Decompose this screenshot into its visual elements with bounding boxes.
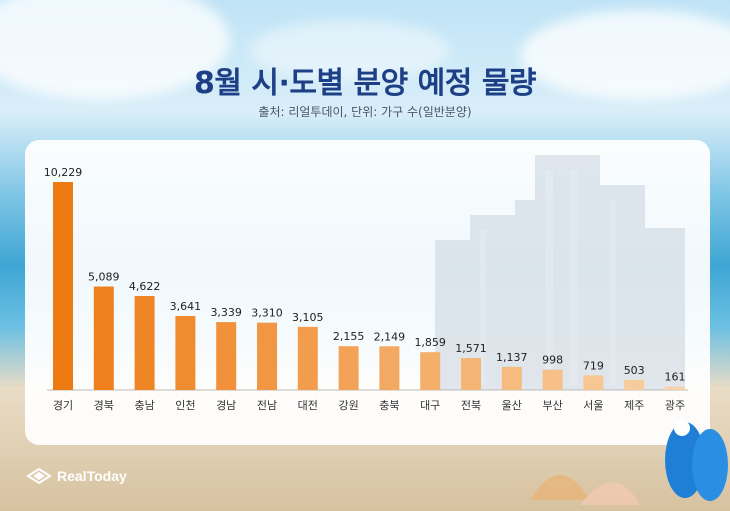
logo-icon	[26, 467, 52, 485]
buildings-illustration	[435, 155, 685, 390]
data-label-11: 1,137	[496, 351, 528, 364]
data-label-9: 1,859	[414, 336, 446, 349]
bar-2	[134, 296, 155, 390]
category-label-11: 울산	[502, 399, 522, 412]
bar-9	[420, 352, 441, 390]
category-label-1: 경북	[94, 399, 114, 412]
chart-subtitle: 출처: 리얼투데이, 단위: 가구 수(일반분양)	[258, 105, 472, 119]
bar-14	[624, 379, 645, 390]
category-label-3: 인천	[175, 398, 195, 412]
data-label-6: 3,105	[292, 311, 324, 324]
bar-5	[257, 322, 277, 390]
data-label-15: 161	[665, 371, 686, 384]
data-label-12: 998	[542, 354, 563, 367]
data-label-2: 4,622	[129, 280, 161, 293]
bar-3	[175, 315, 196, 390]
data-label-1: 5,089	[88, 271, 120, 284]
bar-13	[583, 375, 604, 390]
category-label-0: 경기	[53, 399, 73, 412]
bar-8	[379, 346, 400, 390]
data-label-7: 2,155	[333, 330, 365, 343]
category-label-5: 전남	[257, 399, 277, 412]
data-label-14: 503	[624, 364, 645, 377]
bar-12	[542, 369, 563, 390]
data-label-10: 1,571	[455, 342, 487, 355]
category-label-10: 전북	[461, 399, 481, 412]
data-label-3: 3,641	[170, 300, 202, 313]
bar-chart: 10,229 경기 5,089 경북 4,622 충남 3,641 인천 3,339 경남 3,31…	[44, 166, 688, 412]
data-label-13: 719	[583, 359, 604, 372]
bar-15	[665, 386, 685, 390]
category-label-15: 광주	[665, 399, 685, 412]
category-label-14: 제주	[624, 399, 644, 412]
bar-7	[338, 346, 359, 390]
cloud-decoration	[250, 20, 450, 80]
bar-4	[216, 322, 237, 390]
data-label-5: 3,310	[251, 307, 283, 320]
category-label-6: 대전	[298, 399, 318, 412]
logo-text: RealToday	[57, 468, 127, 484]
category-label-2: 충남	[134, 399, 154, 412]
category-label-12: 부산	[542, 399, 562, 412]
data-label-4: 3,339	[210, 306, 242, 319]
category-label-4: 경남	[216, 399, 236, 412]
beach-decoration	[530, 420, 728, 505]
bar-11	[501, 366, 522, 390]
bar-10	[461, 358, 481, 390]
bar-0	[53, 182, 73, 390]
chart-title: 8월 시·도별 분양 예정 물량	[193, 66, 537, 101]
cloud-decoration	[520, 10, 730, 100]
category-label-7: 강원	[338, 399, 358, 412]
category-label-8: 충북	[379, 399, 399, 412]
data-label-0: 10,229	[44, 166, 83, 179]
chart-panel: 10,229 경기 5,089 경북 4,622 충남 3,641 인천 3,339 경남 3,31…	[25, 140, 710, 445]
category-label-9: 대구	[420, 399, 440, 412]
bar-6	[297, 326, 318, 390]
brand-logo: RealToday	[26, 466, 127, 486]
bar-1	[93, 286, 114, 390]
data-label-8: 2,149	[374, 330, 406, 343]
category-label-13: 서울	[583, 399, 603, 412]
